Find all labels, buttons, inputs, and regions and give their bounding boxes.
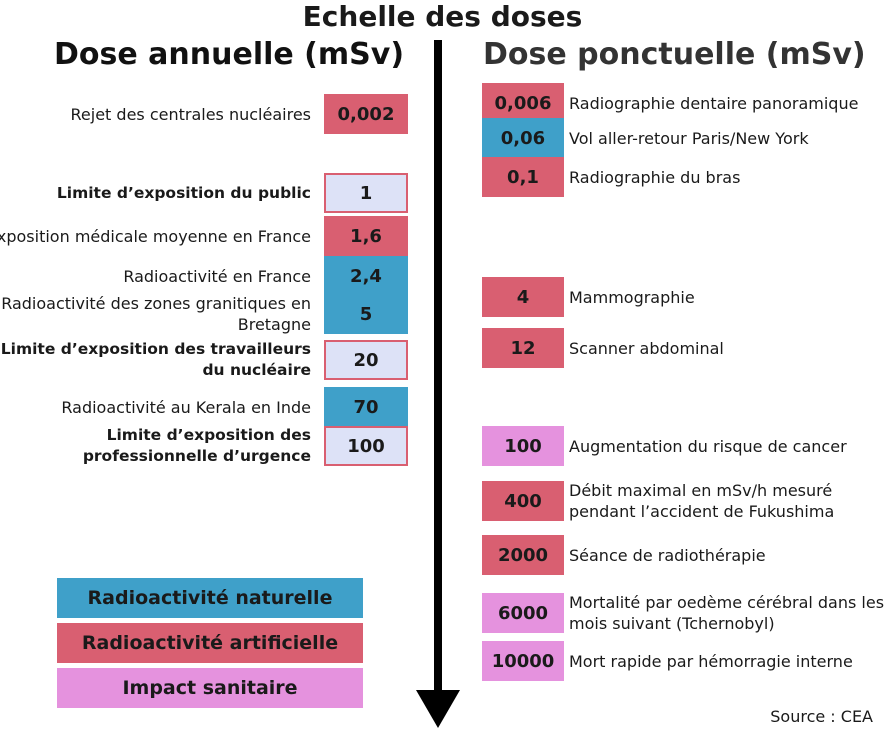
annual-dose-row: Radioactivité des zones granitiques en B… — [0, 294, 410, 334]
single-dose-value: 12 — [482, 328, 564, 368]
annual-dose-row: Rejet des centrales nucléaires 0,002 — [0, 94, 410, 134]
annual-dose-row: Radioactivité au Kerala en Inde 70 — [0, 387, 410, 427]
legend-artificial-radioactivity: Radioactivité artificielle — [57, 623, 363, 663]
single-dose-label: Mammographie — [569, 287, 695, 307]
annual-dose-value: 0,002 — [324, 94, 408, 134]
annual-dose-label: Limite d’exposition du public — [56, 183, 311, 202]
single-dose-row: 400 Débit maximal en mSv/h mesuré pendan… — [482, 481, 885, 521]
single-dose-value: 4 — [482, 277, 564, 317]
annual-dose-value: 70 — [324, 387, 408, 427]
annual-dose-value: 20 — [324, 340, 408, 380]
single-dose-label: Vol aller-retour Paris/New York — [569, 128, 809, 148]
single-dose-value: 100 — [482, 426, 564, 466]
annual-dose-row: Limite d’exposition des travailleurs du … — [0, 340, 410, 380]
single-dose-label: Scanner abdominal — [569, 338, 724, 358]
annual-dose-label: Limite d’exposition des travailleurs du … — [0, 340, 311, 379]
single-dose-value: 6000 — [482, 593, 564, 633]
single-dose-value: 400 — [482, 481, 564, 521]
annual-dose-row: Exposition médicale moyenne en France 1,… — [0, 216, 410, 256]
single-dose-row: 4 Mammographie — [482, 277, 885, 317]
single-dose-row: 6000 Mortalité par oedème cérébral dans … — [482, 593, 885, 633]
single-dose-value: 0,1 — [482, 157, 564, 197]
annual-dose-header: Dose annuelle (mSv) — [54, 37, 405, 72]
single-dose-row: 2000 Séance de radiothérapie — [482, 535, 885, 575]
single-dose-value: 0,06 — [482, 118, 564, 158]
single-dose-label: Mort rapide par hémorragie interne — [569, 651, 853, 671]
dose-scale-arrow-head-icon — [416, 690, 460, 728]
single-dose-row: 100 Augmentation du risque de cancer — [482, 426, 885, 466]
single-dose-row: 12 Scanner abdominal — [482, 328, 885, 368]
single-dose-row: 10000 Mort rapide par hémorragie interne — [482, 641, 885, 681]
annual-dose-row: Radioactivité en France 2,4 — [0, 256, 410, 296]
annual-dose-label: Rejet des centrales nucléaires — [70, 104, 311, 124]
annual-dose-label: Radioactivité des zones granitiques en B… — [1, 294, 311, 334]
annual-dose-row: Limite d’exposition des professionnelle … — [0, 426, 410, 466]
single-dose-label: Débit maximal en mSv/h mesuré pendant l’… — [569, 481, 835, 521]
annual-dose-value: 5 — [324, 294, 408, 334]
legend-natural-radioactivity: Radioactivité naturelle — [57, 578, 363, 618]
annual-dose-row: Limite d’exposition du public 1 — [0, 173, 410, 213]
single-dose-row: 0,006 Radiographie dentaire panoramique — [482, 83, 885, 123]
single-dose-label: Radiographie dentaire panoramique — [569, 93, 859, 113]
diagram-title: Echelle des doses — [302, 0, 583, 33]
dose-scale-arrow-shaft — [434, 40, 442, 696]
single-dose-label: Radiographie du bras — [569, 167, 741, 187]
annual-dose-value: 1,6 — [324, 216, 408, 256]
single-dose-label: Augmentation du risque de cancer — [569, 436, 847, 456]
single-dose-row: 0,06 Vol aller-retour Paris/New York — [482, 118, 885, 158]
annual-dose-label: Limite d’exposition des professionnelle … — [82, 426, 311, 465]
single-dose-value: 10000 — [482, 641, 564, 681]
single-dose-header: Dose ponctuelle (mSv) — [483, 37, 866, 72]
single-dose-label: Séance de radiothérapie — [569, 545, 766, 565]
annual-dose-label: Radioactivité en France — [123, 266, 311, 286]
legend-health-impact: Impact sanitaire — [57, 668, 363, 708]
annual-dose-label: Exposition médicale moyenne en France — [0, 226, 311, 246]
annual-dose-label: Radioactivité au Kerala en Inde — [61, 397, 311, 417]
source-credit: Source : CEA — [770, 707, 873, 726]
single-dose-value: 2000 — [482, 535, 564, 575]
single-dose-value: 0,006 — [482, 83, 564, 123]
annual-dose-value: 100 — [324, 426, 408, 466]
single-dose-label: Mortalité par oedème cérébral dans les m… — [569, 593, 885, 633]
annual-dose-value: 1 — [324, 173, 408, 213]
annual-dose-value: 2,4 — [324, 256, 408, 296]
single-dose-row: 0,1 Radiographie du bras — [482, 157, 885, 197]
